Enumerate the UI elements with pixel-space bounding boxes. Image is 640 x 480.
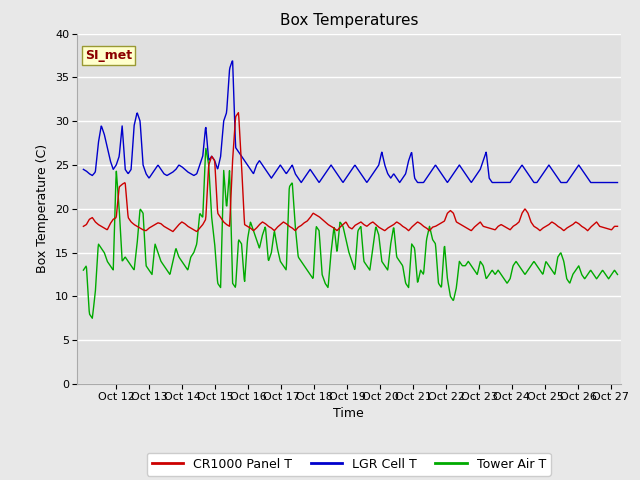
Legend: CR1000 Panel T, LGR Cell T, Tower Air T: CR1000 Panel T, LGR Cell T, Tower Air T [147, 453, 551, 476]
Title: Box Temperatures: Box Temperatures [280, 13, 418, 28]
Y-axis label: Box Temperature (C): Box Temperature (C) [36, 144, 49, 274]
Text: SI_met: SI_met [85, 49, 132, 62]
X-axis label: Time: Time [333, 407, 364, 420]
